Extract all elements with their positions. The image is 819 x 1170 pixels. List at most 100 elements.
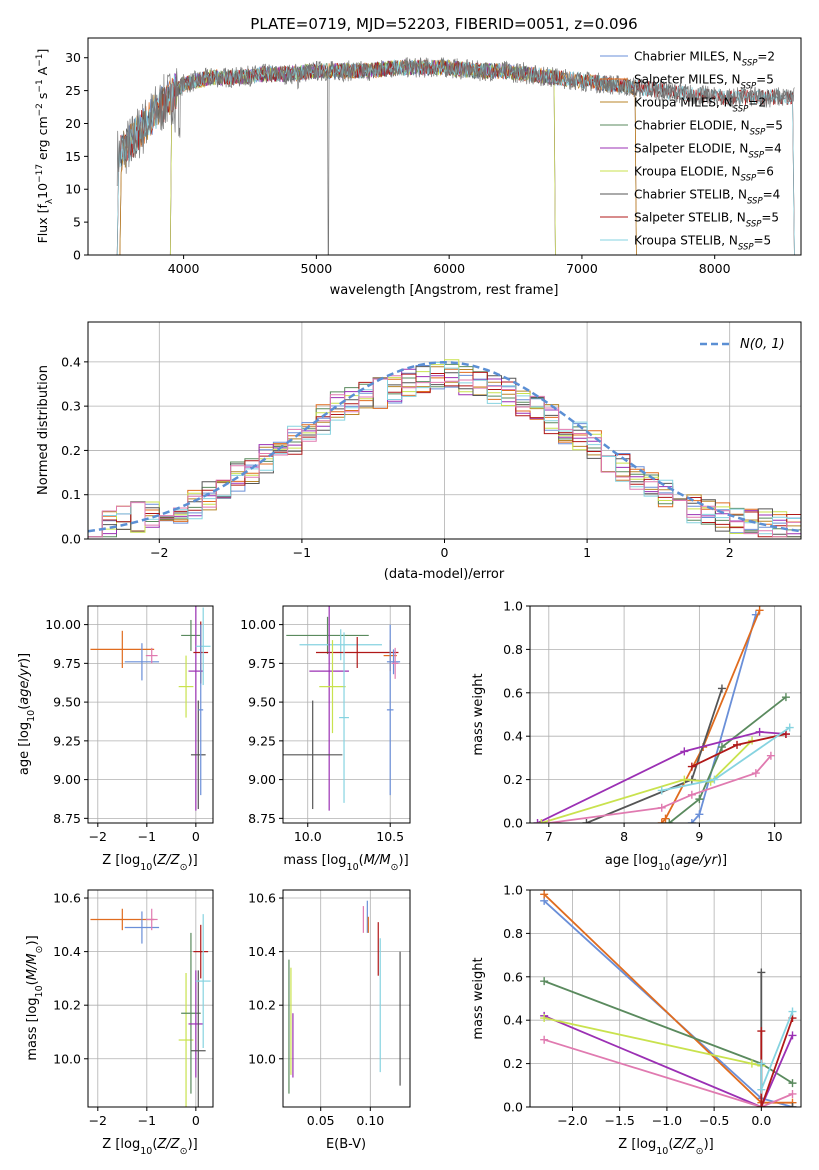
weight-marker <box>788 1089 797 1098</box>
data-point <box>193 924 209 979</box>
label-part: 10 <box>658 862 670 873</box>
label-part: Z [log <box>102 1137 140 1152</box>
weight-series <box>540 890 797 1107</box>
weight-line <box>543 893 793 1104</box>
y-tick-label: 0.2 <box>503 1056 523 1071</box>
label-part: 10 <box>347 862 359 873</box>
data-point <box>124 643 160 681</box>
label-part: A <box>35 66 50 79</box>
y-tick-label: 20 <box>65 116 81 131</box>
data-point <box>181 619 201 651</box>
legend-label: Kroupa MILES, N <box>634 96 733 110</box>
legend-suffix: =5 <box>761 211 779 225</box>
weight-marker <box>757 1059 766 1068</box>
y-tick-label: 15 <box>65 149 81 164</box>
x-tick-label: 8 <box>620 829 628 844</box>
legend-label: Kroupa STELIB, N <box>634 234 738 248</box>
label-part: M/M <box>364 853 391 868</box>
y-tick-label: 0.4 <box>61 354 81 369</box>
weight-series <box>657 606 764 823</box>
y-tick-label: 10.00 <box>45 617 81 632</box>
legend-sub: SSP <box>746 220 762 230</box>
weight-series <box>537 736 757 823</box>
y-tick-label: 10.6 <box>53 891 81 906</box>
data-point <box>198 624 204 796</box>
model-spectrum-line <box>169 59 556 255</box>
y-tick-label: 10.0 <box>53 1051 81 1066</box>
axes-mass_vs_EBV: 0.05 0.10 10.0 10.2 10.4 10.6 E(B-V) <box>248 889 411 1152</box>
label-part: Z [log <box>618 1137 656 1152</box>
label-part: ⊙ <box>180 862 188 873</box>
x-axis-label: (data-model)/error <box>384 567 505 582</box>
data-point <box>299 629 382 661</box>
label-part: −2 <box>35 103 45 116</box>
axes-weight_vs_Z: −2.0 −1.5 −1.0 −0.5 0.0 0.0 0.2 0.4 0.6 0.8 1.0 Z [… <box>471 883 802 1157</box>
x-tick-label: −2 <box>89 829 107 844</box>
weight-marker <box>680 775 689 784</box>
weight-marker <box>582 819 591 823</box>
legend-label: Chabrier STELIB, N <box>634 188 747 202</box>
plot-area-mass_vs_Z <box>90 908 211 1107</box>
panel-mass_vs_EBV: 0.05 0.10 10.0 10.2 10.4 10.6 E(B-V) <box>248 889 411 1152</box>
data-point <box>145 908 158 931</box>
label-part: )] <box>704 1137 714 1152</box>
plot-area-residuals <box>88 359 801 538</box>
label-part: age [log <box>605 853 658 868</box>
data-point <box>124 911 160 944</box>
label-part: )] <box>17 653 32 663</box>
y-axis-label: age [log10(age/yr)] <box>17 653 37 775</box>
label-part: ] <box>35 49 50 54</box>
weight-marker <box>755 606 764 615</box>
label-part: Z/Z <box>672 1137 696 1152</box>
axes-frame <box>87 889 214 1108</box>
weight-line <box>661 609 761 823</box>
weight-marker <box>661 814 670 823</box>
weight-marker <box>757 1103 766 1107</box>
label-part: 10 <box>35 183 50 199</box>
y-tick-label: 25 <box>65 83 81 98</box>
label-part: −17 <box>35 164 45 183</box>
y-tick-label: 9.25 <box>53 733 81 748</box>
weight-marker <box>687 762 696 771</box>
y-tick-label: 0.2 <box>503 772 523 787</box>
x-tick-label: 4000 <box>168 261 200 276</box>
x-tick-label: 0.0 <box>751 1113 771 1128</box>
weight-marker <box>540 1035 549 1044</box>
model-spectrum-line <box>169 58 556 255</box>
data-point <box>391 647 399 679</box>
x-tick-label: 2 <box>726 545 734 560</box>
y-tick-label: 0.2 <box>61 443 81 458</box>
legend-label: Chabrier ELODIE, N <box>634 119 750 133</box>
panel-residuals: −2 −1 0 1 2 0.0 0.1 0.2 0.3 0.4 N(0, 1) (data-model… <box>36 321 802 582</box>
x-axis-label: Z [log10(Z/Z⊙)] <box>102 1137 197 1157</box>
legend-suffix: =6 <box>756 165 774 179</box>
y-tick-label: 10.2 <box>53 998 81 1013</box>
weight-marker <box>755 727 764 736</box>
y-axis-label: Flux [fλ10−17 erg cm−2 s−1 A−1] <box>35 49 55 244</box>
y-tick-label: 0.4 <box>503 729 523 744</box>
data-point <box>90 630 155 668</box>
y-tick-label: 9.00 <box>53 772 81 787</box>
plot-area-weight_vs_Z <box>540 890 797 1107</box>
weight-line <box>541 739 753 823</box>
y-tick-label: 9.25 <box>248 733 276 748</box>
y-tick-label: 0.3 <box>61 399 81 414</box>
label-part: 10 <box>34 985 45 997</box>
data-point <box>195 607 211 686</box>
y-tick-label: 5 <box>73 215 81 230</box>
y-tick-label: 9.75 <box>248 656 276 671</box>
weight-marker <box>665 819 674 823</box>
weight-marker <box>687 790 696 799</box>
y-tick-label: 10 <box>65 182 81 197</box>
x-tick-label: 7 <box>545 829 553 844</box>
weight-marker <box>717 684 726 693</box>
legend-entry: Chabrier MILES, NSSP=2 <box>634 50 775 69</box>
y-tick-label: 9.00 <box>248 772 276 787</box>
model-spectrum-line <box>119 59 637 255</box>
legend-sub: SSP <box>741 174 757 184</box>
plot-area-mass_vs_EBV <box>288 900 401 1094</box>
weight-marker <box>788 1079 797 1088</box>
weight-marker <box>540 1014 549 1023</box>
